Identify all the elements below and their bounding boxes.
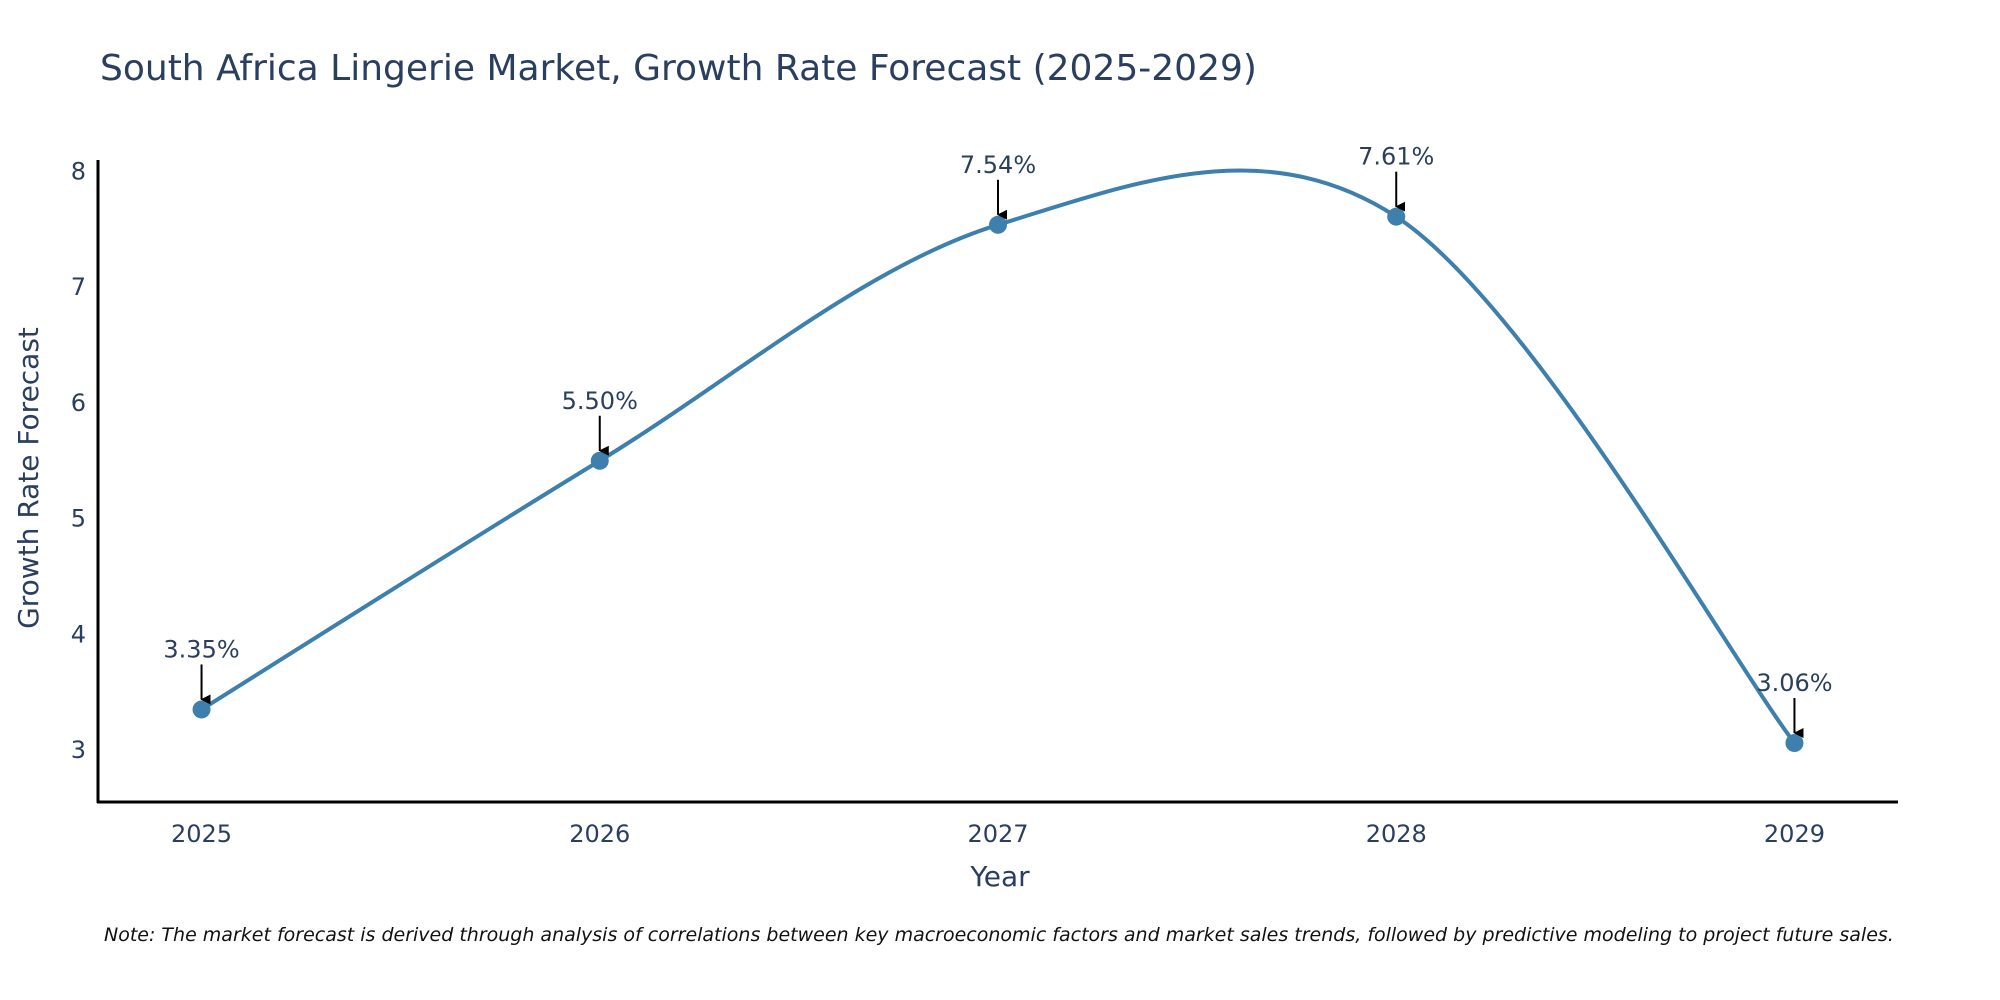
- series-line: [200, 168, 1797, 745]
- data-label: 7.54%: [960, 151, 1036, 179]
- x-tick-label: 2028: [1366, 820, 1427, 848]
- data-point: [989, 215, 1007, 234]
- data-label: 5.50%: [562, 387, 638, 415]
- data-label: 7.61%: [1358, 143, 1434, 171]
- chart-title: South Africa Lingerie Market, Growth Rat…: [100, 48, 1257, 89]
- x-axis-title: Year: [969, 860, 1030, 893]
- data-label: 3.06%: [1756, 669, 1832, 697]
- annotations: 3.35% 5.50% 7.54% 7.61% 3.06%: [163, 143, 1833, 739]
- x-tick-label: 2027: [967, 820, 1028, 848]
- y-tick-label: 6: [71, 389, 86, 417]
- series-layer: [192, 168, 1804, 753]
- x-tick-labels: 2025 2026 2027 2028 2029: [171, 820, 1825, 848]
- data-point: [1785, 734, 1804, 753]
- y-tick-label: 8: [71, 158, 86, 186]
- y-tick-labels: 3 4 5 6 7 8: [71, 158, 86, 764]
- y-tick-label: 7: [71, 273, 86, 301]
- x-tick-label: 2029: [1764, 820, 1825, 848]
- x-tick-label: 2025: [171, 820, 232, 848]
- data-point: [590, 451, 609, 470]
- y-axis-title: Growth Rate Forecast: [12, 327, 45, 629]
- y-tick-label: 3: [71, 736, 86, 764]
- chart-note: Note: The market forecast is derived thr…: [104, 924, 1894, 946]
- data-label: 3.35%: [163, 635, 239, 663]
- data-point: [192, 700, 211, 719]
- axes: [96, 160, 1898, 804]
- y-tick-label: 4: [71, 620, 86, 648]
- data-point: [1387, 207, 1406, 226]
- y-tick-label: 5: [71, 505, 86, 533]
- x-tick-label: 2026: [569, 820, 630, 848]
